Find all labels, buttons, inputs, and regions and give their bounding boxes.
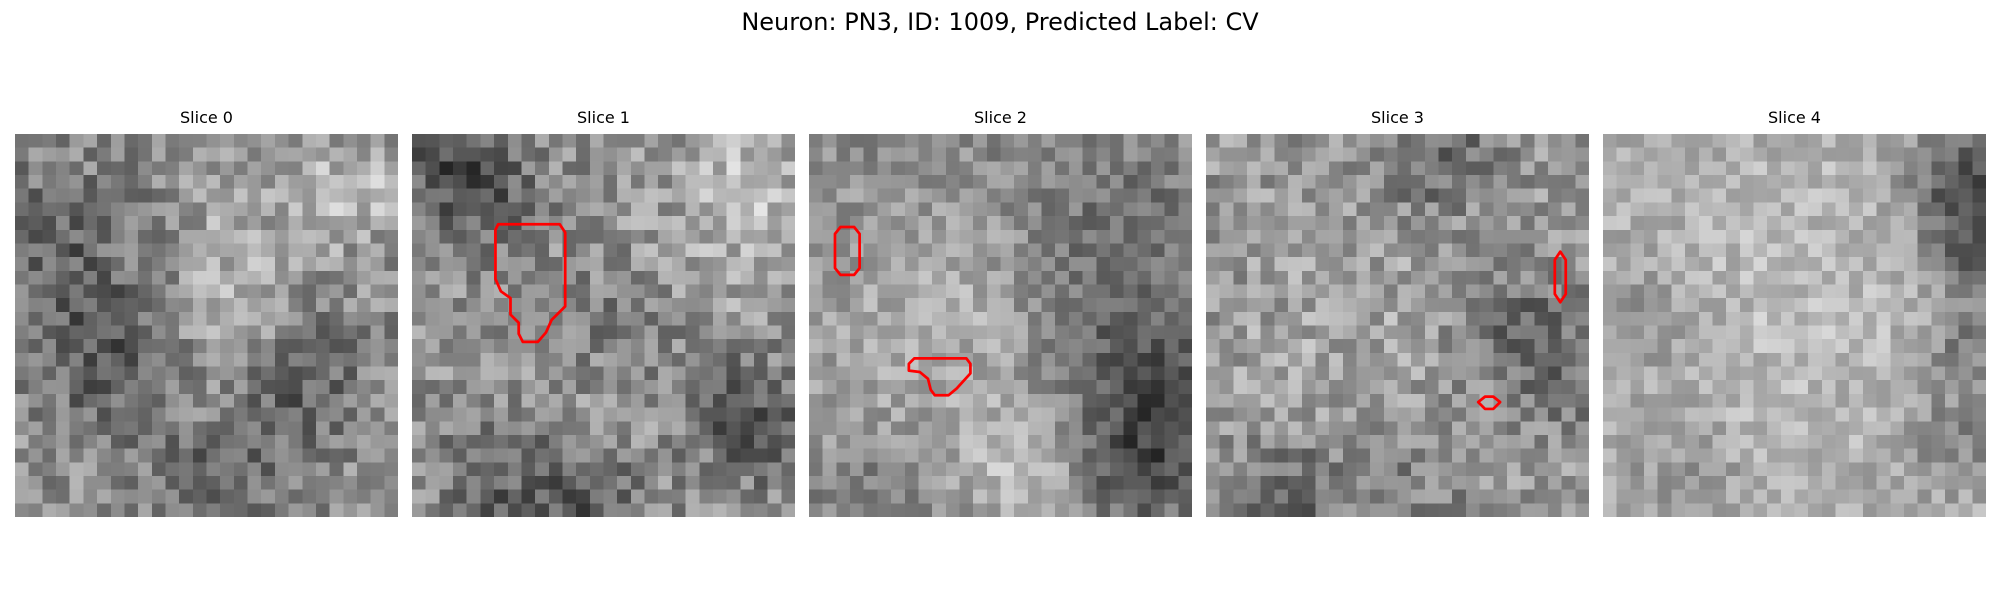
contour-outline	[1476, 395, 1502, 411]
contour-outline	[907, 356, 972, 397]
slice-image	[15, 134, 398, 517]
contour-outline	[833, 225, 861, 277]
slice-title: Slice 2	[974, 108, 1027, 127]
slice-image	[1603, 134, 1986, 517]
slice-image	[1206, 134, 1589, 517]
slice-title: Slice 1	[577, 108, 630, 127]
contour-outline	[494, 222, 567, 344]
slice-title: Slice 4	[1768, 108, 1821, 127]
slice-image	[809, 134, 1192, 517]
slice-title: Slice 0	[180, 108, 233, 127]
slice-image	[412, 134, 795, 517]
slice-title: Slice 3	[1371, 108, 1424, 127]
figure-title: Neuron: PN3, ID: 1009, Predicted Label: …	[741, 8, 1259, 36]
contour-outline	[1553, 250, 1568, 304]
